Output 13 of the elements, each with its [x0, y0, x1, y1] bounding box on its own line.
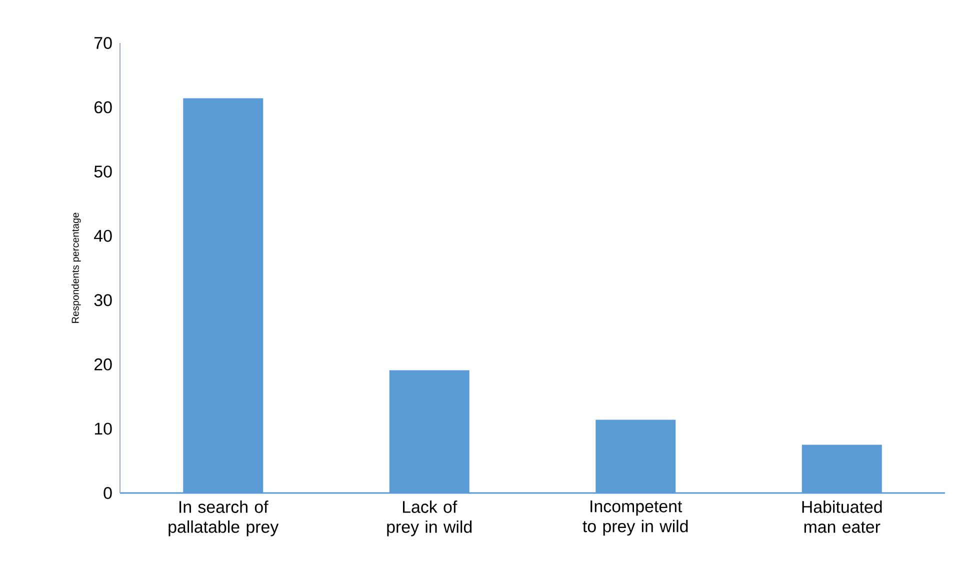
y-tick-label: 60	[94, 101, 112, 114]
y-tick-label: 20	[94, 358, 112, 370]
y-tick-label: 40	[94, 230, 112, 242]
x-tick-label: Lack of prey in wild	[387, 500, 472, 536]
x-tick-label: In search of pallatable prey	[168, 500, 279, 536]
y-tick-label: 30	[94, 294, 112, 306]
y-tick-label: 50	[94, 166, 112, 178]
y-tick-label: 70	[94, 37, 112, 49]
y-tick-label: 0	[104, 487, 112, 499]
y-tick-label: 10	[94, 422, 112, 435]
y-axis-title: Respondents percentage	[72, 212, 81, 323]
x-tick-label: Incompetent to prey in wild	[582, 500, 688, 536]
x-tick-label: Habituated man eater	[802, 500, 882, 533]
